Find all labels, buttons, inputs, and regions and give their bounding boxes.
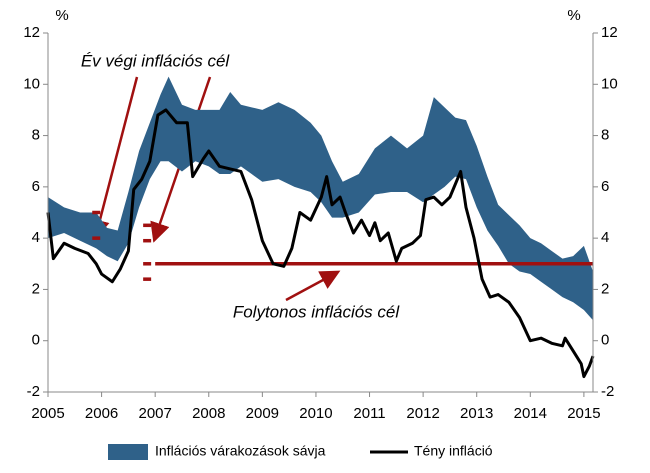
y2-tick-label: 12	[601, 24, 618, 41]
y-unit-left: %	[55, 7, 68, 24]
legend-label: Tény infláció	[414, 443, 493, 459]
annotation: Év végi inflációs cél	[81, 51, 231, 70]
x-tick-label: 2014	[514, 405, 547, 422]
y-tick-label: 10	[23, 75, 40, 92]
y2-tick-label: 4	[601, 229, 609, 246]
y2-tick-label: 2	[601, 280, 609, 297]
arrow	[285, 270, 341, 302]
y2-tick-label: 6	[601, 178, 609, 195]
arrow	[90, 76, 139, 240]
y-tick-label: 4	[32, 229, 40, 246]
y2-tick-label: 8	[601, 127, 609, 144]
line	[46, 108, 595, 379]
y-tick-label: 0	[32, 332, 40, 349]
y-tick-label: -2	[27, 383, 40, 400]
x-tick-label: 2006	[85, 405, 118, 422]
y-tick-label: 8	[32, 127, 40, 144]
legend-label: Inflációs várakozások sávja	[155, 443, 326, 459]
x-tick-label: 2008	[192, 405, 225, 422]
x-tick-label: 2012	[406, 405, 439, 422]
x-tick-label: 2010	[299, 405, 332, 422]
annotation: Folytonos inflációs cél	[233, 302, 401, 321]
y-tick-label: 12	[23, 24, 40, 41]
y2-tick-label: -2	[601, 383, 614, 400]
x-tick-label: 2007	[138, 405, 171, 422]
x-tick-label: 2015	[567, 405, 600, 422]
x-tick-label: 2005	[31, 405, 64, 422]
x-tick-label: 2011	[353, 405, 385, 422]
y2-tick-label: 10	[601, 75, 618, 92]
x-tick-label: 2009	[246, 405, 279, 422]
x-tick-label: 2013	[460, 405, 493, 422]
legend-swatch	[108, 444, 148, 460]
y2-tick-label: 0	[601, 332, 609, 349]
y-unit-right: %	[567, 7, 580, 24]
y-tick-label: 6	[32, 178, 40, 195]
y-tick-label: 2	[32, 280, 40, 297]
